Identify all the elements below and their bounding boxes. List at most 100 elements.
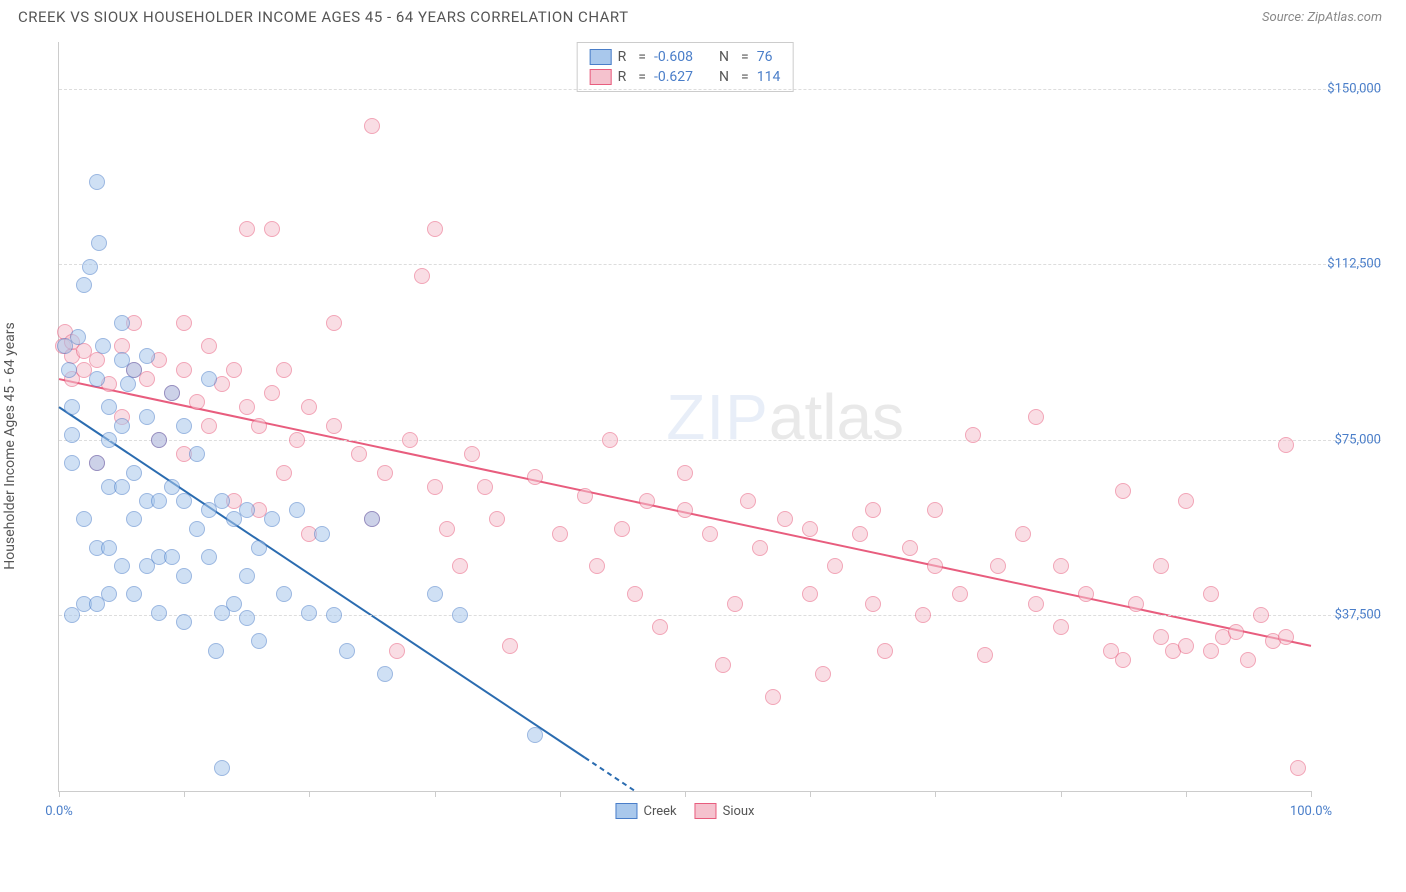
data-point <box>126 362 142 378</box>
data-point <box>1178 493 1194 509</box>
x-tick <box>1311 791 1312 797</box>
x-tick-label: 0.0% <box>45 804 73 819</box>
data-point <box>1278 437 1294 453</box>
y-tick-label: $75,000 <box>1316 432 1381 447</box>
scatter-plot-area: ZIPatlas R=-0.608N=76R=-0.627N=114 Creek… <box>58 42 1311 792</box>
data-point <box>915 607 931 623</box>
data-point <box>364 511 380 527</box>
data-point <box>1240 652 1256 668</box>
data-point <box>489 511 505 527</box>
y-tick-label: $112,500 <box>1316 257 1381 272</box>
data-point <box>527 469 543 485</box>
data-point <box>91 235 107 251</box>
data-point <box>114 479 130 495</box>
data-point <box>139 409 155 425</box>
data-point <box>1290 760 1306 776</box>
data-point <box>176 362 192 378</box>
data-point <box>1278 629 1294 645</box>
data-point <box>95 338 111 354</box>
data-point <box>552 526 568 542</box>
data-point <box>176 493 192 509</box>
data-point <box>151 605 167 621</box>
data-point <box>176 418 192 434</box>
data-point <box>677 502 693 518</box>
data-point <box>151 493 167 509</box>
data-point <box>70 329 86 345</box>
data-point <box>64 455 80 471</box>
x-tick <box>184 791 185 797</box>
x-tick <box>435 791 436 797</box>
y-tick-label: $150,000 <box>1316 81 1381 96</box>
data-point <box>339 643 355 659</box>
data-point <box>865 596 881 612</box>
data-point <box>89 455 105 471</box>
data-point <box>189 394 205 410</box>
data-point <box>577 488 593 504</box>
x-tick <box>560 791 561 797</box>
trend-lines <box>59 42 1311 791</box>
x-tick <box>309 791 310 797</box>
data-point <box>301 605 317 621</box>
data-point <box>377 465 393 481</box>
chart-title: CREEK VS SIOUX HOUSEHOLDER INCOME AGES 4… <box>18 8 629 26</box>
data-point <box>702 526 718 542</box>
data-point <box>752 540 768 556</box>
data-point <box>64 399 80 415</box>
x-tick <box>810 791 811 797</box>
data-point <box>402 432 418 448</box>
y-axis-label: Householder Income Ages 45 - 64 years <box>2 322 18 569</box>
data-point <box>76 277 92 293</box>
x-tick <box>1186 791 1187 797</box>
x-tick <box>685 791 686 797</box>
data-point <box>902 540 918 556</box>
data-point <box>164 479 180 495</box>
data-point <box>164 549 180 565</box>
data-point <box>614 521 630 537</box>
data-point <box>114 418 130 434</box>
data-point <box>639 493 655 509</box>
data-point <box>251 540 267 556</box>
data-point <box>326 315 342 331</box>
data-point <box>452 558 468 574</box>
data-point <box>827 558 843 574</box>
data-point <box>990 558 1006 574</box>
data-point <box>777 511 793 527</box>
data-point <box>927 502 943 518</box>
data-point <box>1053 558 1069 574</box>
data-point <box>201 418 217 434</box>
data-point <box>427 479 443 495</box>
data-point <box>176 315 192 331</box>
data-point <box>326 607 342 623</box>
data-point <box>427 586 443 602</box>
data-point <box>264 511 280 527</box>
data-point <box>1028 409 1044 425</box>
data-point <box>1203 643 1219 659</box>
legend-item: Sioux <box>695 803 755 819</box>
data-point <box>251 418 267 434</box>
data-point <box>76 511 92 527</box>
data-point <box>239 610 255 626</box>
data-point <box>226 596 242 612</box>
legend-row: R=-0.627N=114 <box>590 67 781 87</box>
data-point <box>477 479 493 495</box>
y-tick-label: $37,500 <box>1316 608 1381 623</box>
data-point <box>239 221 255 237</box>
data-point <box>1128 596 1144 612</box>
data-point <box>351 446 367 462</box>
data-point <box>301 399 317 415</box>
data-point <box>89 371 105 387</box>
data-point <box>877 643 893 659</box>
data-point <box>289 502 305 518</box>
data-point <box>464 446 480 462</box>
data-point <box>264 221 280 237</box>
source-attribution: Source: ZipAtlas.com <box>1262 10 1382 25</box>
data-point <box>101 399 117 415</box>
data-point <box>126 465 142 481</box>
data-point <box>1203 586 1219 602</box>
legend-row: R=-0.608N=76 <box>590 47 781 67</box>
data-point <box>1153 558 1169 574</box>
data-point <box>208 643 224 659</box>
data-point <box>201 338 217 354</box>
data-point <box>627 586 643 602</box>
series-legend: CreekSioux <box>615 803 754 819</box>
